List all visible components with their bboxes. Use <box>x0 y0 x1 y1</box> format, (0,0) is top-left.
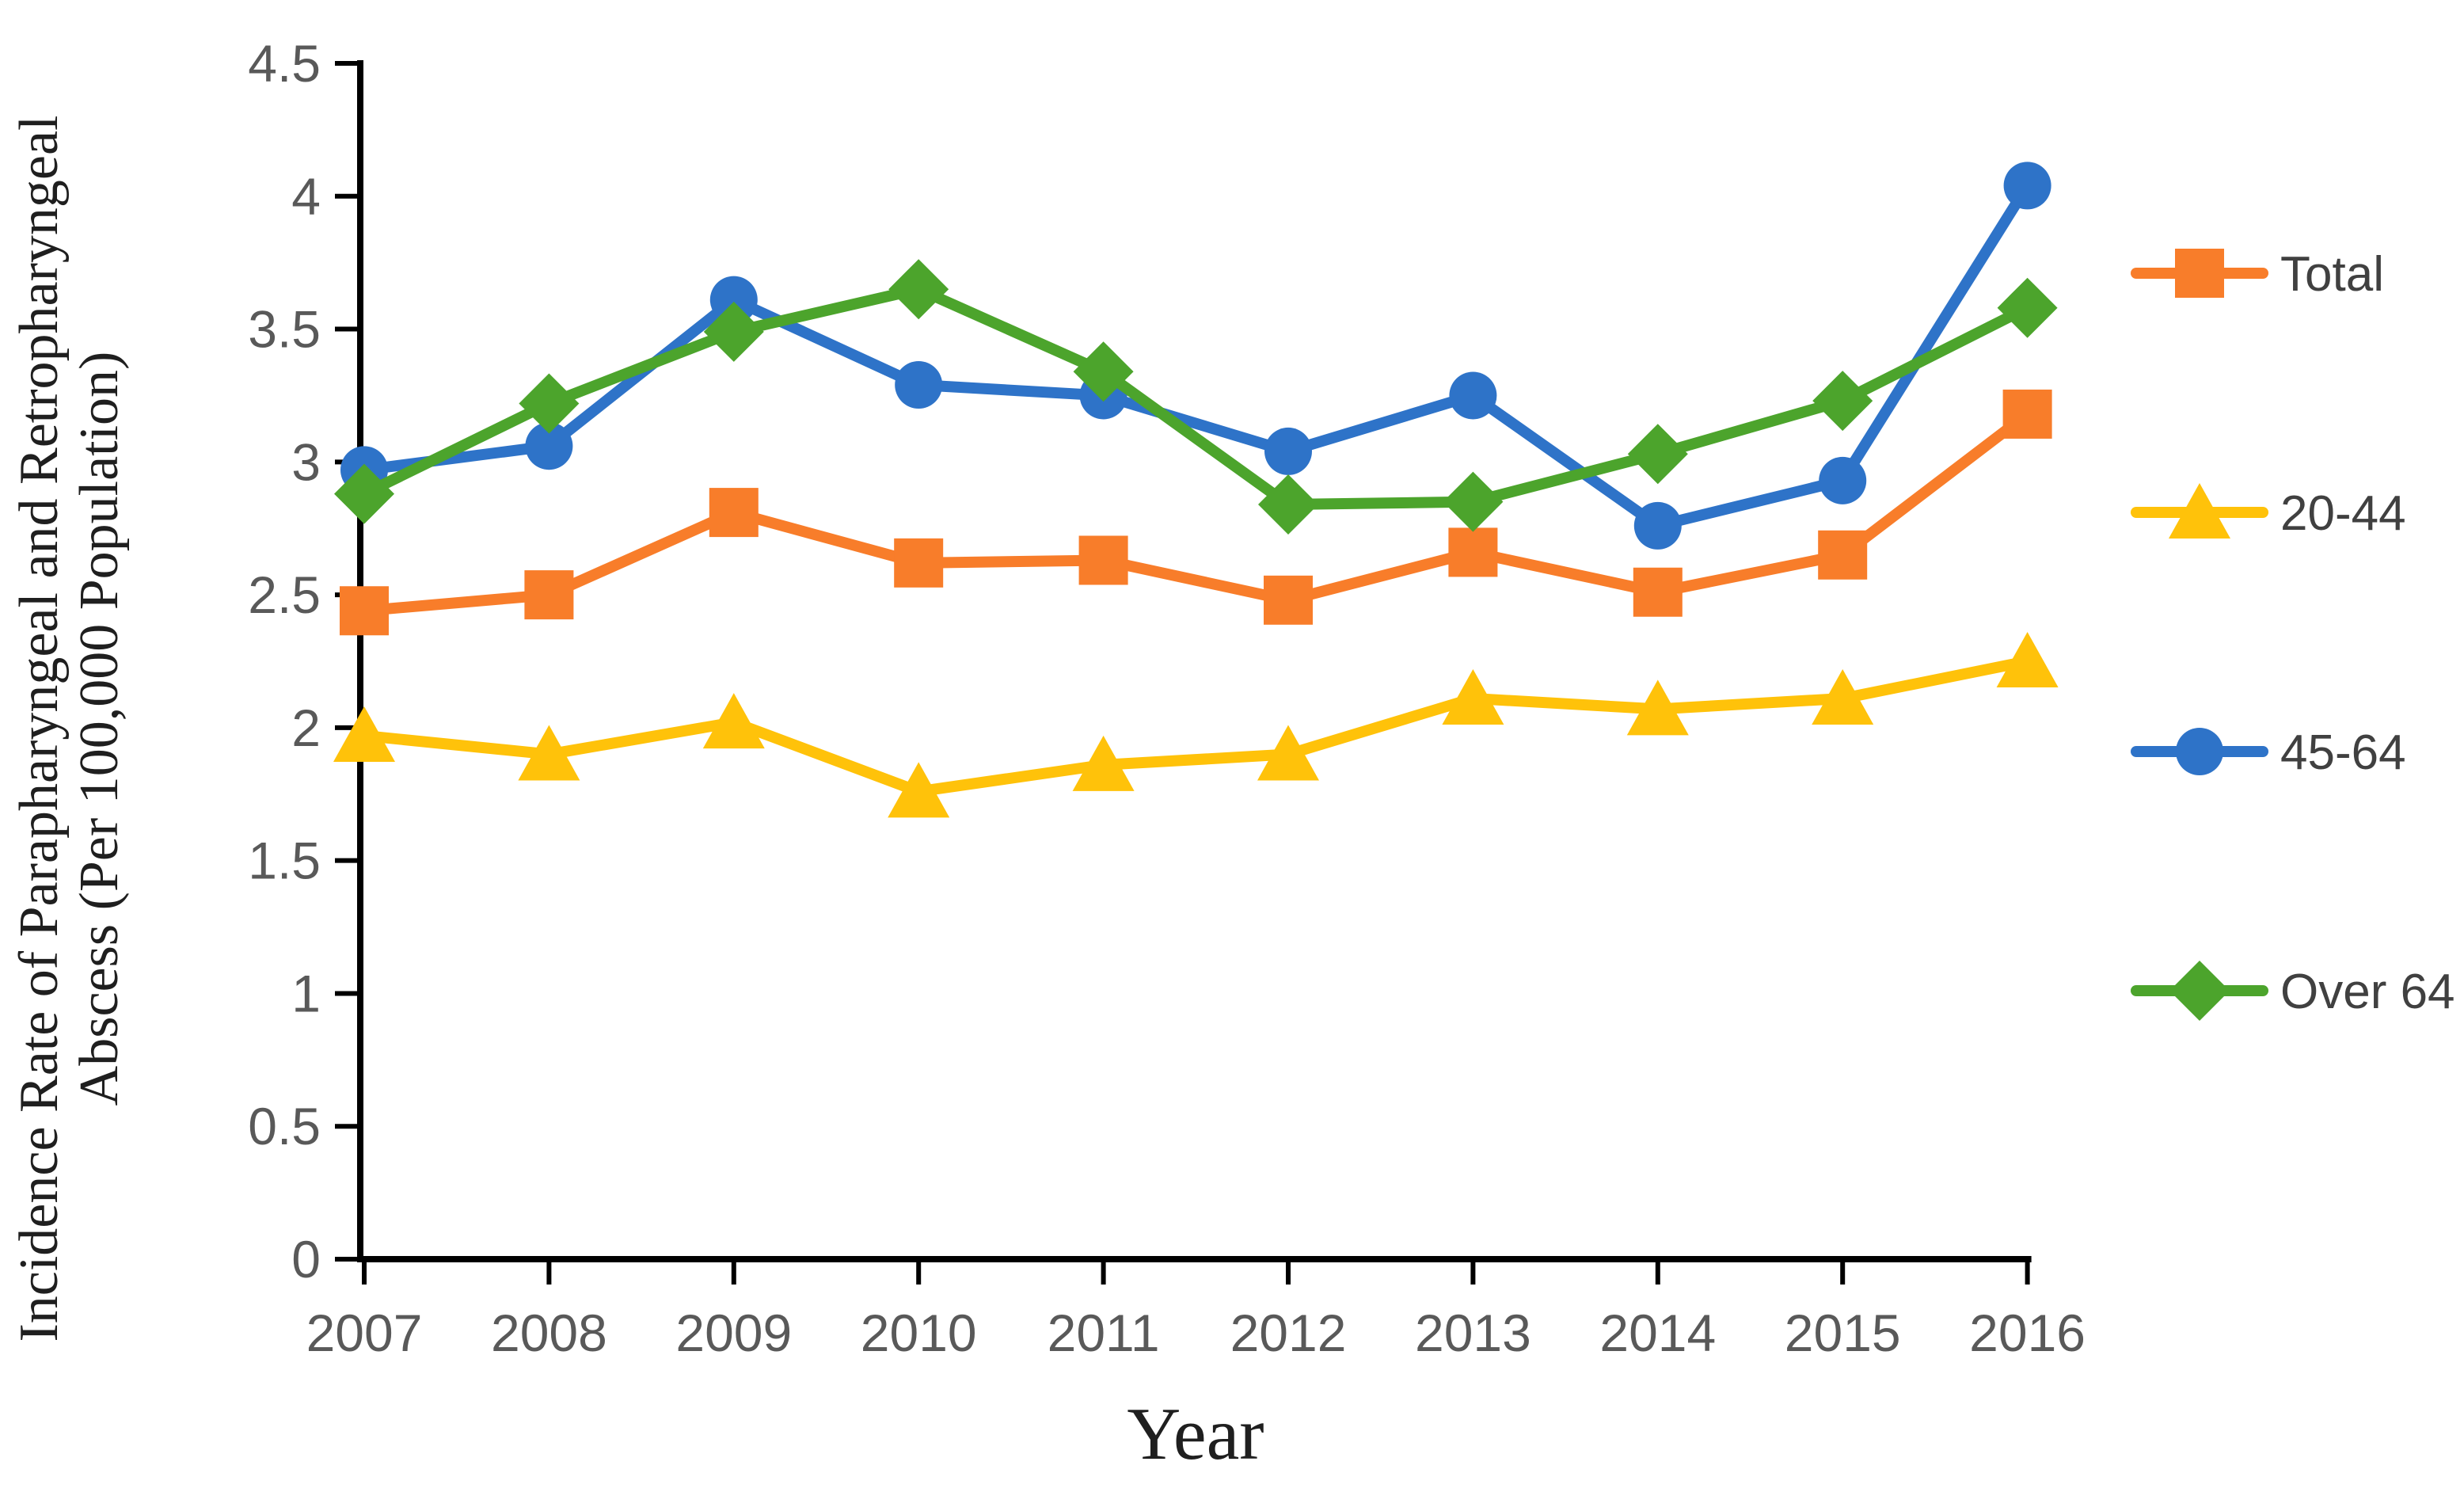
legend-label: Over 64 <box>2280 965 2455 1019</box>
y-tick-label: 0 <box>291 1230 321 1288</box>
data-point-marker <box>1819 456 1867 504</box>
data-point-marker <box>702 693 765 749</box>
data-point-marker <box>1443 471 1504 532</box>
data-point-marker <box>1448 527 1498 577</box>
legend-label: Total <box>2280 247 2384 302</box>
legend-marker <box>2176 728 2223 775</box>
data-point-marker <box>519 373 580 434</box>
x-tick-label: 2013 <box>1415 1304 1531 1362</box>
data-point-marker <box>895 361 943 409</box>
x-tick-label: 2009 <box>675 1304 792 1362</box>
y-tick-label: 2.5 <box>248 565 321 624</box>
data-point-marker <box>703 301 764 362</box>
data-point-marker <box>1996 632 2059 687</box>
data-point-marker <box>1627 424 1688 485</box>
data-series <box>333 162 2059 818</box>
data-point-marker <box>2003 162 2051 210</box>
data-point-marker <box>888 259 949 320</box>
data-point-marker <box>1264 427 1312 475</box>
data-point-marker <box>2002 389 2052 439</box>
y-tick-label: 4 <box>291 167 321 226</box>
legend-marker <box>2169 483 2230 539</box>
data-point-marker <box>1626 679 1689 736</box>
data-point-marker <box>1264 575 1313 625</box>
data-point-marker <box>1078 535 1128 585</box>
y-tick-label: 1 <box>291 964 321 1022</box>
data-point-marker <box>525 422 573 470</box>
y-tick-label: 2 <box>291 698 321 757</box>
data-point-marker <box>709 488 759 538</box>
legend-marker <box>2175 249 2224 298</box>
legend-label: 20-44 <box>2280 486 2406 541</box>
x-tick-label: 2007 <box>306 1304 423 1362</box>
series-45-64 <box>340 162 2051 550</box>
data-point-marker <box>1633 501 1682 550</box>
data-point-marker <box>1442 668 1504 725</box>
legend-label: 45-64 <box>2280 725 2406 780</box>
data-point-marker <box>334 463 394 524</box>
x-tick-label: 2015 <box>1785 1304 1901 1362</box>
data-point-marker <box>1072 735 1135 791</box>
y-tick-label: 1.5 <box>248 832 321 890</box>
legend-item: Over 64 <box>2131 961 2455 1021</box>
y-tick-label: 3 <box>291 432 321 491</box>
data-point-marker <box>709 276 758 324</box>
series-Total <box>340 389 2052 636</box>
x-tick-label: 2008 <box>491 1304 607 1362</box>
y-tick-label: 3.5 <box>248 300 321 359</box>
data-point-marker <box>340 586 389 636</box>
y-axis-title-line1: Incidence Rate of Parapharyngeal and Ret… <box>9 115 70 1342</box>
data-point-marker <box>1818 530 1868 580</box>
data-point-marker <box>1073 341 1134 402</box>
legend-item: 45-64 <box>2131 725 2406 780</box>
legend-marker <box>2169 961 2230 1021</box>
series-line <box>359 284 2033 511</box>
data-point-marker <box>333 706 395 762</box>
data-point-marker <box>894 538 944 588</box>
data-point-marker <box>518 725 580 781</box>
data-point-marker <box>1449 371 1497 420</box>
series-line <box>359 408 2033 617</box>
x-tick-label: 2016 <box>1969 1304 2086 1362</box>
y-axis-title-line2: Abscess (Per 100,000 Population) <box>69 352 130 1106</box>
data-point-marker <box>524 570 574 620</box>
x-axis-title: Year <box>1127 1393 1264 1475</box>
data-point-marker <box>1258 474 1318 535</box>
legend-item: Total <box>2131 247 2384 302</box>
data-point-marker <box>1257 725 1319 781</box>
legend-item: 20-44 <box>2131 483 2406 541</box>
x-tick-label: 2010 <box>861 1304 977 1362</box>
x-tick-label: 2014 <box>1599 1304 1716 1362</box>
data-point-marker <box>888 762 950 818</box>
series-line <box>359 656 2033 797</box>
data-point-marker <box>1633 567 1683 617</box>
y-tick-label: 0.5 <box>248 1097 321 1155</box>
legend: Total 20-44 45-64 Over 64 <box>2131 247 2455 1021</box>
x-tick-label: 2011 <box>1048 1304 1160 1362</box>
series-Over 64 <box>334 259 2058 535</box>
series-20-44 <box>333 632 2059 818</box>
axes: 0 0.5 1 1.5 2 2.5 3 3.5 4 4.5 2007 2008 2009 2010 2011… <box>248 34 2086 1362</box>
data-point-marker <box>1812 668 1874 725</box>
y-tick-label: 4.5 <box>248 34 321 93</box>
data-point-marker <box>1997 277 2058 338</box>
x-tick-label: 2012 <box>1230 1304 1347 1362</box>
data-point-marker <box>1812 371 1873 432</box>
